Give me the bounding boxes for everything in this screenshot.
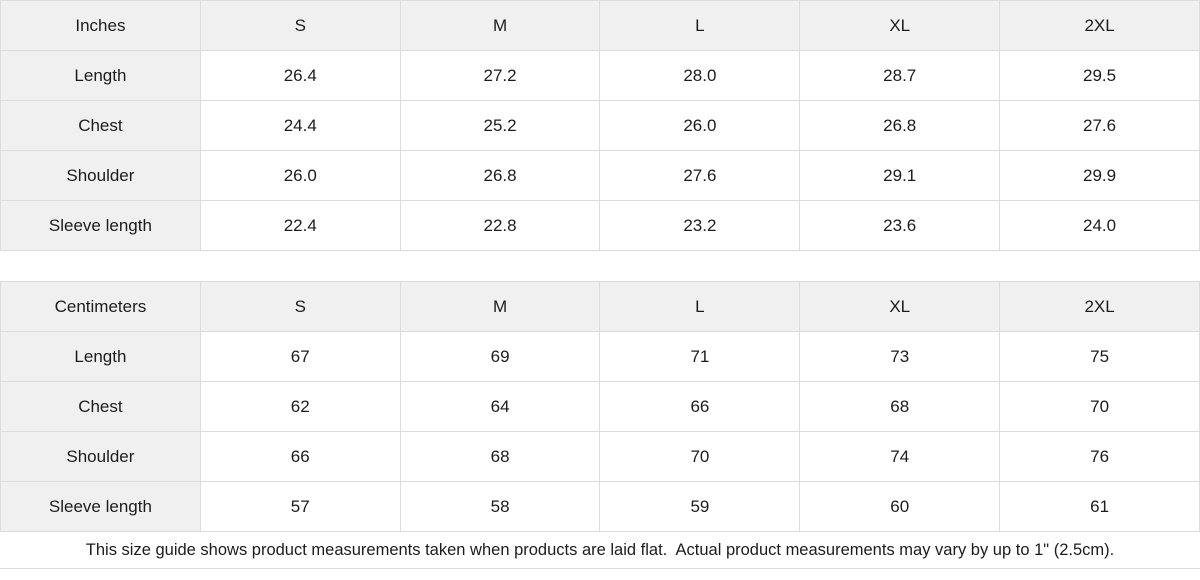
size-column-header-l: L bbox=[599, 0, 801, 51]
measurement-value: 29.5 bbox=[999, 50, 1200, 101]
measurement-value: 22.4 bbox=[199, 200, 401, 251]
measurement-value: 28.7 bbox=[799, 50, 1001, 101]
table-row: Sleeve length 22.4 22.8 23.2 23.6 24.0 bbox=[0, 200, 1200, 251]
measurement-value: 76 bbox=[999, 431, 1200, 482]
size-column-header-xl: XL bbox=[799, 281, 1001, 332]
table-row: Length 26.4 27.2 28.0 28.7 29.5 bbox=[0, 50, 1200, 101]
measurement-value: 68 bbox=[399, 431, 601, 482]
measurement-value: 75 bbox=[999, 331, 1200, 382]
measurement-value: 60 bbox=[799, 481, 1001, 532]
size-table-inches: Inches S M L XL 2XL Length 26.4 27.2 28.… bbox=[0, 0, 1200, 251]
table-row: Length 67 69 71 73 75 bbox=[0, 331, 1200, 382]
table-row: Chest 24.4 25.2 26.0 26.8 27.6 bbox=[0, 100, 1200, 151]
table-gap bbox=[0, 251, 1200, 281]
measurement-value: 58 bbox=[399, 481, 601, 532]
measurement-label: Length bbox=[0, 331, 201, 382]
size-table-centimeters: Centimeters S M L XL 2XL Length 67 69 71… bbox=[0, 281, 1200, 532]
unit-header-centimeters: Centimeters bbox=[0, 281, 201, 332]
measurement-value: 64 bbox=[399, 381, 601, 432]
size-column-header-m: M bbox=[399, 0, 601, 51]
measurement-value: 25.2 bbox=[399, 100, 601, 151]
size-column-header-s: S bbox=[199, 281, 401, 332]
measurement-value: 26.8 bbox=[399, 150, 601, 201]
table-row: Shoulder 26.0 26.8 27.6 29.1 29.9 bbox=[0, 150, 1200, 201]
measurement-value: 66 bbox=[199, 431, 401, 482]
measurement-value: 70 bbox=[599, 431, 801, 482]
measurement-value: 70 bbox=[999, 381, 1200, 432]
measurement-label: Length bbox=[0, 50, 201, 101]
measurement-value: 73 bbox=[799, 331, 1001, 382]
measurement-label: Sleeve length bbox=[0, 481, 201, 532]
measurement-value: 28.0 bbox=[599, 50, 801, 101]
measurement-value: 22.8 bbox=[399, 200, 601, 251]
measurement-value: 68 bbox=[799, 381, 1001, 432]
table-row: Chest 62 64 66 68 70 bbox=[0, 381, 1200, 432]
measurement-value: 26.0 bbox=[599, 100, 801, 151]
measurement-value: 62 bbox=[199, 381, 401, 432]
size-column-header-2xl: 2XL bbox=[999, 0, 1200, 51]
size-column-header-2xl: 2XL bbox=[999, 281, 1200, 332]
measurement-value: 27.6 bbox=[599, 150, 801, 201]
measurement-value: 71 bbox=[599, 331, 801, 382]
size-guide-note: This size guide shows product measuremen… bbox=[0, 532, 1200, 569]
measurement-value: 61 bbox=[999, 481, 1200, 532]
table-row: Shoulder 66 68 70 74 76 bbox=[0, 431, 1200, 482]
measurement-value: 66 bbox=[599, 381, 801, 432]
measurement-value: 24.0 bbox=[999, 200, 1200, 251]
measurement-label: Shoulder bbox=[0, 431, 201, 482]
measurement-value: 26.8 bbox=[799, 100, 1001, 151]
table-header-row: Centimeters S M L XL 2XL bbox=[0, 281, 1200, 332]
unit-header-inches: Inches bbox=[0, 0, 201, 51]
measurement-value: 26.0 bbox=[199, 150, 401, 201]
measurement-value: 57 bbox=[199, 481, 401, 532]
measurement-label: Chest bbox=[0, 100, 201, 151]
size-column-header-l: L bbox=[599, 281, 801, 332]
measurement-label: Chest bbox=[0, 381, 201, 432]
measurement-label: Sleeve length bbox=[0, 200, 201, 251]
measurement-value: 29.9 bbox=[999, 150, 1200, 201]
measurement-value: 23.6 bbox=[799, 200, 1001, 251]
measurement-value: 23.2 bbox=[599, 200, 801, 251]
measurement-value: 67 bbox=[199, 331, 401, 382]
measurement-label: Shoulder bbox=[0, 150, 201, 201]
measurement-value: 29.1 bbox=[799, 150, 1001, 201]
measurement-value: 27.2 bbox=[399, 50, 601, 101]
measurement-value: 24.4 bbox=[199, 100, 401, 151]
size-column-header-m: M bbox=[399, 281, 601, 332]
measurement-value: 26.4 bbox=[199, 50, 401, 101]
measurement-value: 27.6 bbox=[999, 100, 1200, 151]
measurement-value: 74 bbox=[799, 431, 1001, 482]
size-column-header-s: S bbox=[199, 0, 401, 51]
measurement-value: 69 bbox=[399, 331, 601, 382]
table-header-row: Inches S M L XL 2XL bbox=[0, 0, 1200, 51]
size-column-header-xl: XL bbox=[799, 0, 1001, 51]
table-row: Sleeve length 57 58 59 60 61 bbox=[0, 481, 1200, 532]
measurement-value: 59 bbox=[599, 481, 801, 532]
